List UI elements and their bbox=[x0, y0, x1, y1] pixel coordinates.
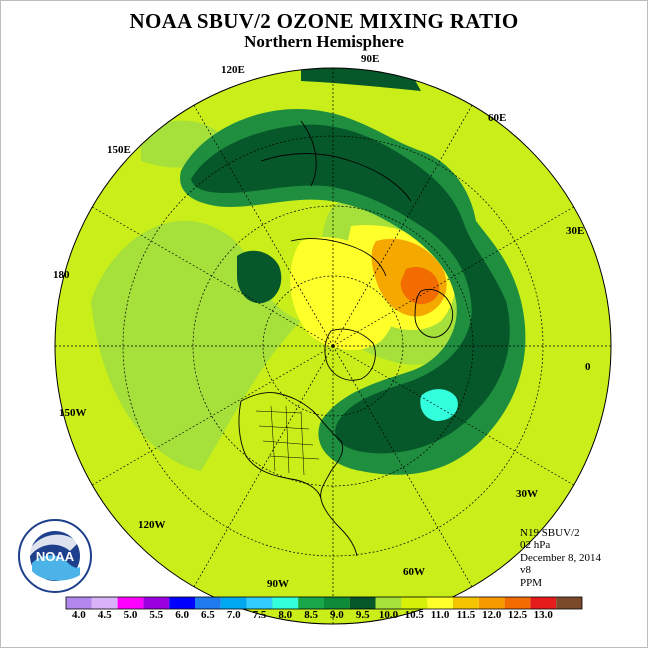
map-subtitle: Northern Hemisphere bbox=[244, 32, 404, 51]
colorbar-label: 11.0 bbox=[430, 609, 450, 621]
field-band-dark bbox=[191, 124, 510, 454]
product-info: N19 SBUV/2 02 hPa December 8, 2014 v8 PP… bbox=[520, 527, 601, 589]
lon-label-60e: 60E bbox=[488, 112, 507, 124]
colorbar-label: 4.5 bbox=[97, 609, 112, 621]
field-peak bbox=[400, 266, 440, 305]
colorbar-label: 7.5 bbox=[252, 609, 267, 621]
colorbar-label: 5.0 bbox=[123, 609, 138, 621]
map-boundary bbox=[54, 67, 612, 625]
lon-label-60w: 60W bbox=[403, 566, 425, 578]
date-label: December 8, 2014 bbox=[520, 551, 601, 564]
field-dark-cell-west bbox=[237, 250, 282, 304]
colorbar-label: 9.5 bbox=[355, 609, 370, 621]
coastline-siberia bbox=[290, 238, 387, 277]
lon-label-120e: 120E bbox=[221, 64, 245, 76]
colorbar-label: 12.5 bbox=[507, 609, 528, 621]
colorbar-label: 5.5 bbox=[149, 609, 164, 621]
units-label: PPM bbox=[520, 576, 543, 589]
version-label: v8 bbox=[520, 564, 531, 577]
coastline-asia bbox=[260, 120, 412, 202]
colorbar-label: 12.0 bbox=[482, 609, 502, 621]
colorbar-label: 6.0 bbox=[175, 609, 189, 621]
lon-label-30e: 30E bbox=[566, 225, 585, 237]
noaa-logo-text: NOAA bbox=[36, 549, 75, 564]
colorbar-label: 10.5 bbox=[404, 609, 424, 621]
colorbar-label: 8.0 bbox=[278, 609, 293, 621]
colorbar-label: 13.0 bbox=[533, 609, 553, 621]
colorbar-label: 4.0 bbox=[72, 609, 86, 621]
coastline-greenland bbox=[324, 328, 376, 381]
lon-label-90e: 90E bbox=[361, 53, 380, 65]
pressure-level: 02 hPa bbox=[520, 539, 551, 552]
coastlines bbox=[238, 120, 454, 557]
coastline-north-america bbox=[238, 392, 358, 557]
colorbar-label: 10.0 bbox=[378, 609, 399, 621]
colorbar-label: 9.0 bbox=[330, 609, 344, 621]
satellite-label: N19 SBUV/2 bbox=[520, 527, 580, 539]
coastline-europe bbox=[414, 288, 454, 338]
colorbar-label: 6.5 bbox=[201, 609, 215, 621]
lon-label-120w: 120W bbox=[138, 519, 166, 531]
lon-label-90w: 90W bbox=[267, 578, 289, 590]
lon-label-30w: 30W bbox=[516, 488, 538, 500]
map-title: NOAA SBUV/2 OZONE MIXING RATIO bbox=[129, 9, 519, 33]
lon-label-150e: 150E bbox=[107, 144, 131, 156]
noaa-logo: NOAA bbox=[18, 519, 92, 598]
graticule bbox=[55, 68, 611, 624]
colorbar-label: 8.5 bbox=[304, 609, 318, 621]
us-state-lines bbox=[255, 405, 320, 476]
lon-label-0: 0 bbox=[585, 361, 591, 373]
colorbar-label: 7.0 bbox=[226, 609, 241, 621]
colorbar-label: 11.5 bbox=[456, 609, 476, 621]
lon-label-180: 180 bbox=[53, 269, 70, 281]
lon-label-150w: 150W bbox=[59, 407, 87, 419]
